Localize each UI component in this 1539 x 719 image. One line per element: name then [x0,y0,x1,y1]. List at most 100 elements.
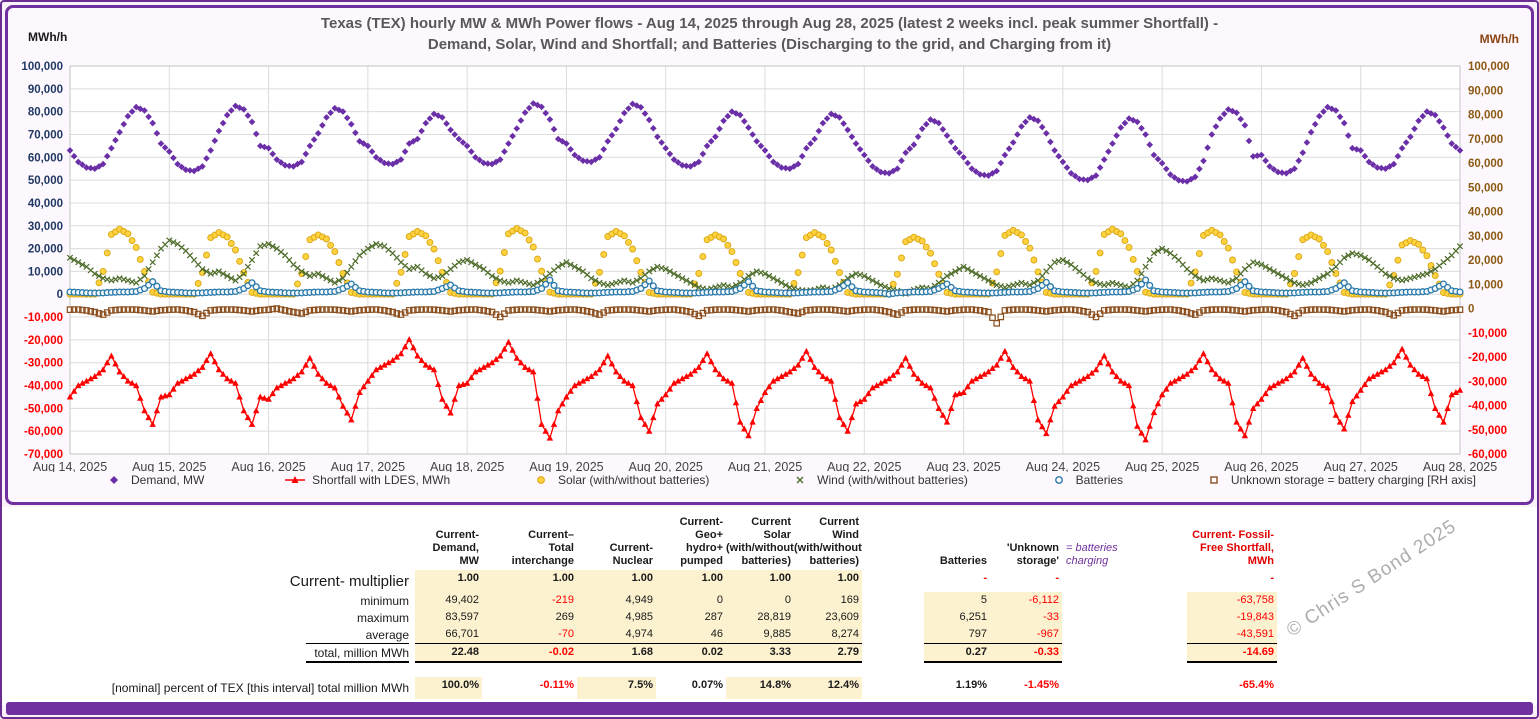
table-cell-average-interchange: -70 [482,626,577,643]
svg-text:-20,000: -20,000 [1468,352,1507,364]
unknown-storage-note: = batteries charging [1066,542,1118,567]
svg-text:-30,000: -30,000 [24,358,63,370]
col-header-demand: Current- Demand, MW [432,529,479,567]
table-cell-minimum-nuclear: 4,949 [577,592,656,609]
legend-label-unknown: Unknown storage = battery charging [RH a… [1230,473,1476,487]
col-header-interchange: Current– Total interchange [511,529,574,567]
col-header-shortfall: Current- Fossil- Free Shortfall, MWh [1192,529,1274,567]
table-cell-percent-interchange: -0.11% [539,679,574,691]
solar-marker-icon [537,476,545,484]
col-header-wind: Current Wind (with/without batteries) [794,516,862,567]
wind-marker-icon [796,476,804,484]
table-cell-percent-demand: 100.0% [415,677,482,699]
chart-title-line2: Demand, Solar, Wind and Shortfall; and B… [427,36,1112,53]
svg-text:-50,000: -50,000 [1468,425,1507,437]
table-cell-total-demand: 22.48 [415,643,482,663]
svg-text:60,000: 60,000 [1468,158,1503,170]
col-header-nuclear: Current- Nuclear [609,542,653,567]
svg-text:-60,000: -60,000 [1468,449,1507,461]
table-cell-percent-geo: 0.07% [691,679,723,691]
table-cell-multiplier-demand: 1.00 [415,570,482,592]
table-cell-total-geo: 0.02 [656,643,726,663]
svg-text:-60,000: -60,000 [24,426,63,438]
row-label-total: total, million MWh [2,643,415,663]
table-cell-multiplier-wind: 1.00 [794,570,862,592]
table-cell-multiplier-unknown: - [1055,572,1059,584]
svg-text:80,000: 80,000 [28,107,63,119]
svg-text:-40,000: -40,000 [1468,401,1507,413]
table-cell-total-solar: 3.33 [726,643,794,663]
svg-text:-20,000: -20,000 [24,335,63,347]
svg-text:60,000: 60,000 [28,152,63,164]
table-cell-multiplier-nuclear: 1.00 [577,570,656,592]
svg-text:40,000: 40,000 [28,198,63,210]
svg-text:Aug 26, 2025: Aug 26, 2025 [1224,460,1298,472]
col-header-batteries: Batteries [939,555,987,567]
table-cell-average-geo: 46 [656,626,726,643]
table-cell-total-wind: 2.79 [794,643,862,663]
series-shortfall [66,336,1464,443]
series-unknown [66,305,1464,327]
svg-text:Aug 14, 2025: Aug 14, 2025 [33,460,107,472]
svg-text:Aug 23, 2025: Aug 23, 2025 [926,460,1000,472]
table-cell-total-nuclear: 1.68 [577,643,656,663]
stats-table: Current- Demand, MW Current– Total interchan… [2,510,1277,699]
table-cell-maximum-shortfall: -19,843 [1187,609,1277,626]
series-batteries [66,276,1464,298]
table-cell-average-nuclear: 4,974 [577,626,656,643]
svg-text:20,000: 20,000 [28,244,63,256]
legend-item-demand: Demand, MW [103,473,204,487]
table-cell-total-unknown: -0.33 [990,643,1062,663]
svg-text:30,000: 30,000 [28,221,63,233]
svg-text:30,000: 30,000 [1468,231,1503,243]
svg-text:-10,000: -10,000 [1468,328,1507,340]
chart-title: Texas (TEX) hourly MW & MWh Power flows … [8,13,1531,55]
table-cell-minimum-unknown: -6,112 [990,592,1062,609]
svg-text:Aug 21, 2025: Aug 21, 2025 [728,460,802,472]
table-cell-maximum-nuclear: 4,985 [577,609,656,626]
table-cell-maximum-batteries: 6,251 [924,609,990,626]
bottom-bar [6,702,1533,715]
legend-label-wind: Wind (with/without batteries) [817,473,968,487]
svg-text:50,000: 50,000 [1468,182,1503,194]
svg-text:20,000: 20,000 [1468,255,1503,267]
batteries-marker-icon [1054,476,1063,484]
svg-text:10,000: 10,000 [28,266,63,278]
series-demand [66,100,1464,185]
table-cell-maximum-interchange: 269 [482,609,577,626]
table-cell-multiplier-solar: 1.00 [726,570,794,592]
row-label-average: average [365,627,409,642]
chart-panel: Texas (TEX) hourly MW & MWh Power flows … [5,5,1534,505]
right-axis-unit-label: MWh/h [1479,32,1519,46]
table-cell-average-demand: 66,701 [415,626,482,643]
svg-text:Aug 17, 2025: Aug 17, 2025 [331,460,405,472]
table-cell-maximum-demand: 83,597 [415,609,482,626]
svg-text:100,000: 100,000 [1468,61,1510,73]
row-label-maximum: maximum [356,610,409,625]
table-cell-multiplier-geo: 1.00 [656,570,726,592]
svg-text:0: 0 [1468,304,1474,316]
svg-text:-40,000: -40,000 [24,381,63,393]
chart-legend: Demand, MW Shortfall with LDES, MWh Solar … [103,473,1476,487]
table-cell-minimum-geo: 0 [656,592,726,609]
table-cell-average-wind: 8,274 [794,626,862,643]
svg-text:Aug 24, 2025: Aug 24, 2025 [1026,460,1100,472]
svg-text:Aug 15, 2025: Aug 15, 2025 [132,460,206,472]
stats-table-panel: Current- Demand, MW Current– Total interchan… [2,507,1537,705]
row-label-minimum: minimum [360,593,409,608]
left-axis-unit-label: MWh/h [28,30,68,44]
table-cell-average-shortfall: -43,591 [1187,626,1277,643]
svg-text:-10,000: -10,000 [24,312,63,324]
table-cell-maximum-unknown: -33 [990,609,1062,626]
legend-item-batteries: Batteries [1048,473,1123,487]
legend-item-wind: Wind (with/without batteries) [789,473,968,487]
svg-text:Aug 27, 2025: Aug 27, 2025 [1324,460,1398,472]
table-cell-percent-batteries: 1.19% [955,679,987,691]
table-cell-percent-wind: 12.4% [794,677,862,699]
col-header-geo: Current- Geo+ hydro+ pumped [679,516,723,567]
legend-item-unknown: Unknown storage = battery charging [RH a… [1203,473,1476,487]
svg-text:90,000: 90,000 [1468,85,1503,97]
svg-text:10,000: 10,000 [1468,279,1503,291]
svg-text:70,000: 70,000 [1468,134,1503,146]
table-cell-average-batteries: 797 [924,626,990,643]
